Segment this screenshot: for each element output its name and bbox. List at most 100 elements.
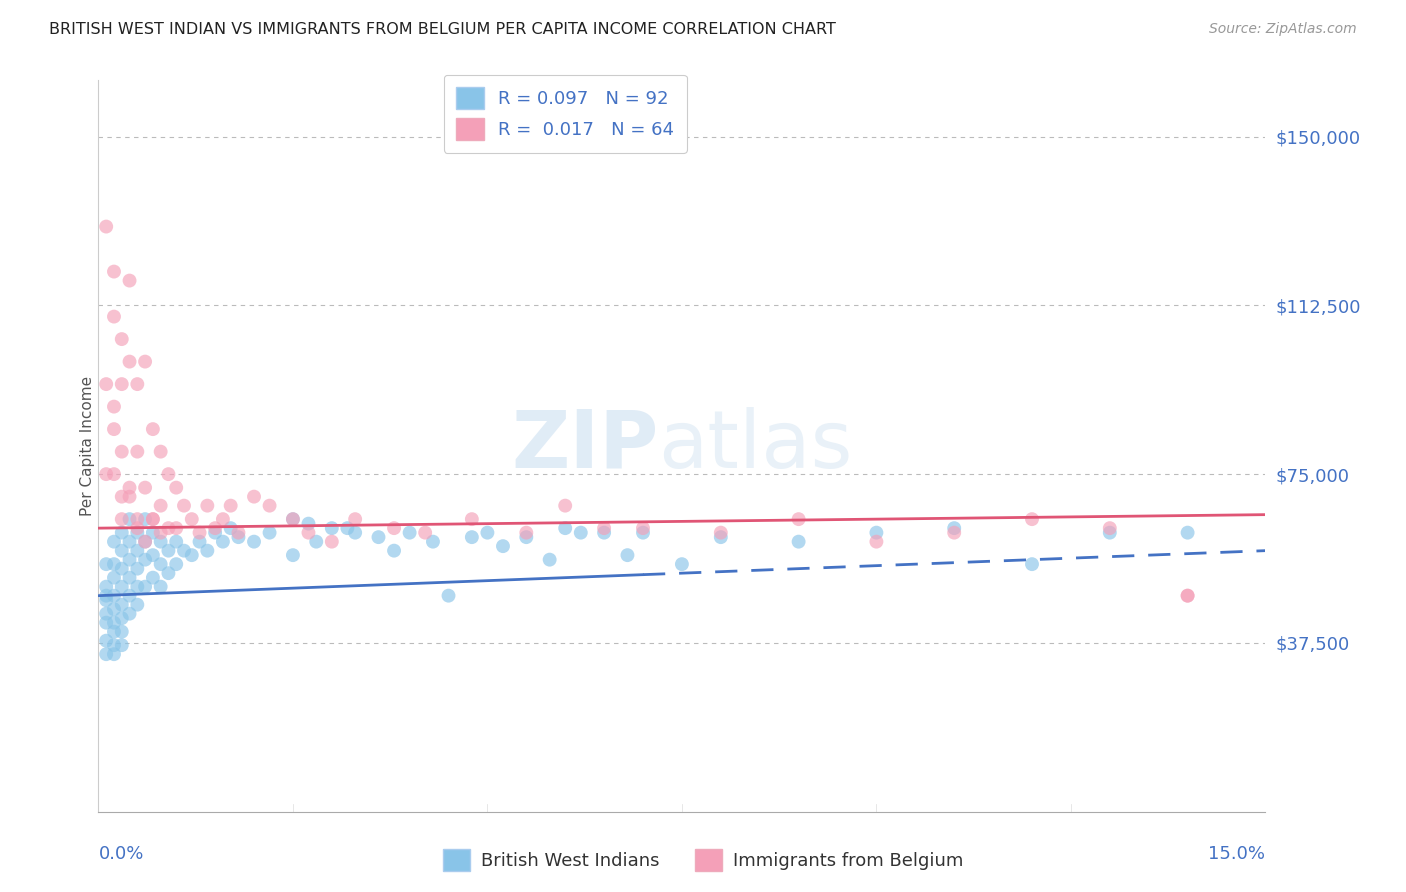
Point [1098,525,1121,540]
Point [134,512,156,526]
Point [165,534,187,549]
Point [515,530,537,544]
Point [336,521,359,535]
Point [228,530,250,544]
Point [111,525,134,540]
Point [96,557,118,571]
Point [111,543,134,558]
Point [96,580,118,594]
Point [204,521,226,535]
Point [305,534,328,549]
Point [111,580,134,594]
Point [492,539,515,553]
Point [134,552,156,566]
Point [671,557,693,571]
Point [157,521,180,535]
Point [134,580,156,594]
Point [118,589,141,603]
Point [243,490,266,504]
Point [212,534,235,549]
Point [204,525,226,540]
Point [142,512,165,526]
Point [165,481,187,495]
Point [103,624,125,639]
Point [111,611,134,625]
Point [103,615,125,630]
Point [142,525,165,540]
Point [461,530,484,544]
Point [259,499,281,513]
Point [96,647,118,661]
Point [515,525,537,540]
Point [118,481,141,495]
Point [382,521,405,535]
Text: 15.0%: 15.0% [1208,845,1265,863]
Point [165,557,187,571]
Point [865,525,887,540]
Point [111,377,134,392]
Point [149,444,172,458]
Point [398,525,420,540]
Point [118,571,141,585]
Point [1177,589,1199,603]
Point [111,512,134,526]
Point [118,607,141,621]
Point [127,377,149,392]
Point [321,521,343,535]
Point [111,490,134,504]
Point [111,598,134,612]
Point [111,638,134,652]
Point [1177,589,1199,603]
Point [1177,525,1199,540]
Point [943,525,966,540]
Point [188,525,211,540]
Point [437,589,460,603]
Point [710,525,733,540]
Point [219,521,242,535]
Point [103,310,125,324]
Point [96,377,118,392]
Point [367,530,389,544]
Point [281,512,304,526]
Point [127,543,149,558]
Point [219,499,242,513]
Point [195,499,218,513]
Legend: R = 0.097   N = 92, R =  0.017   N = 64: R = 0.097 N = 92, R = 0.017 N = 64 [444,75,686,153]
Point [593,521,616,535]
Point [96,467,118,482]
Point [413,525,436,540]
Point [111,332,134,346]
Point [259,525,281,540]
Text: ZIP: ZIP [512,407,658,485]
Point [142,571,165,585]
Point [149,534,172,549]
Point [103,557,125,571]
Point [165,521,187,535]
Point [321,534,343,549]
Point [297,525,319,540]
Point [422,534,444,549]
Point [118,354,141,368]
Point [118,534,141,549]
Point [228,525,250,540]
Point [1021,557,1043,571]
Point [103,400,125,414]
Point [127,580,149,594]
Point [180,548,202,562]
Text: 0.0%: 0.0% [98,845,143,863]
Point [96,219,118,234]
Point [212,512,235,526]
Point [1098,521,1121,535]
Point [134,354,156,368]
Legend: British West Indians, Immigrants from Belgium: British West Indians, Immigrants from Be… [436,842,970,879]
Point [127,525,149,540]
Point [142,548,165,562]
Point [1021,512,1043,526]
Point [149,580,172,594]
Point [127,598,149,612]
Point [149,557,172,571]
Point [243,534,266,549]
Point [281,512,304,526]
Y-axis label: Per Capita Income: Per Capita Income [80,376,94,516]
Point [96,593,118,607]
